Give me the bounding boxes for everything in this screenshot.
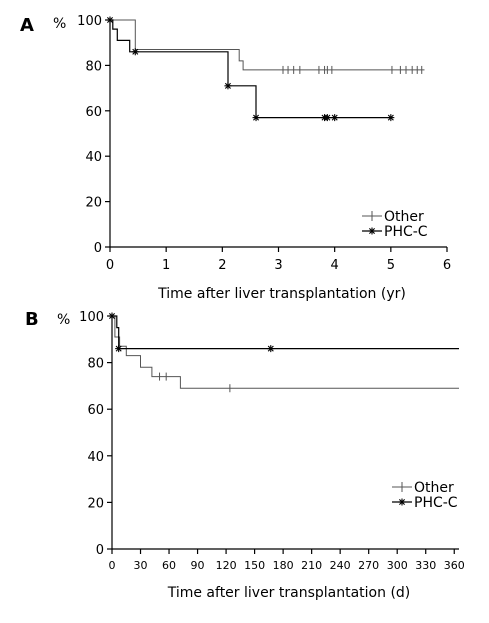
panel-b-legend: Other PHC-C bbox=[392, 480, 458, 511]
event-marker-phc-c bbox=[267, 345, 275, 353]
x-tick-label: 150 bbox=[244, 559, 265, 572]
y-tick-label: 0 bbox=[94, 241, 102, 256]
curve-other bbox=[110, 19, 425, 71]
legend-a-other-label: Other bbox=[384, 209, 424, 225]
x-tick-label: 0 bbox=[106, 258, 114, 273]
x-tick-label: 0 bbox=[109, 559, 116, 572]
x-tick-label: 2 bbox=[218, 258, 226, 273]
legend-b-other-label: Other bbox=[414, 480, 454, 496]
x-tick-label: 120 bbox=[216, 559, 237, 572]
panel-a-legend: Other PHC-C bbox=[362, 209, 428, 240]
censor-mark-phc-c bbox=[323, 114, 331, 122]
panel-b-x-axis-title: Time after liver transplantation (d) bbox=[167, 585, 411, 601]
y-tick-label: 40 bbox=[87, 450, 104, 465]
y-tick-label: 80 bbox=[85, 59, 102, 74]
x-tick-label: 240 bbox=[330, 559, 351, 572]
y-tick-label: 0 bbox=[96, 543, 104, 558]
event-marker-phc-c bbox=[108, 312, 116, 320]
panel-a-x-axis-title: Time after liver transplantation (yr) bbox=[157, 286, 406, 302]
x-tick-label: 60 bbox=[162, 559, 176, 572]
panel-a-y-unit: % bbox=[53, 16, 66, 32]
curve-phc-c bbox=[112, 315, 459, 350]
x-tick-label: 30 bbox=[134, 559, 148, 572]
panel-b-label: B bbox=[25, 309, 39, 330]
x-tick-label: 3 bbox=[274, 258, 282, 273]
x-tick-label: 210 bbox=[301, 559, 322, 572]
panel-a-label: A bbox=[20, 15, 34, 36]
y-tick-label: 60 bbox=[87, 403, 104, 418]
y-tick-label: 100 bbox=[77, 14, 102, 29]
x-tick-label: 180 bbox=[273, 559, 294, 572]
event-marker-phc-c bbox=[224, 82, 232, 90]
legend-b-phcc-marker bbox=[398, 498, 406, 506]
x-tick-label: 5 bbox=[387, 258, 395, 273]
x-tick-label: 4 bbox=[331, 258, 339, 273]
y-tick-label: 80 bbox=[87, 357, 104, 372]
x-tick-label: 330 bbox=[415, 559, 436, 572]
event-marker-phc-c bbox=[115, 345, 123, 353]
y-tick-label: 100 bbox=[79, 310, 104, 325]
x-tick-label: 6 bbox=[443, 258, 451, 273]
x-tick-label: 1 bbox=[162, 258, 170, 273]
x-tick-label: 90 bbox=[191, 559, 205, 572]
x-tick-label: 360 bbox=[444, 559, 465, 572]
y-tick-label: 40 bbox=[85, 150, 102, 165]
legend-a-phcc-marker bbox=[368, 227, 376, 235]
x-tick-label: 270 bbox=[358, 559, 379, 572]
event-marker-phc-c bbox=[131, 48, 139, 56]
y-tick-label: 20 bbox=[87, 496, 104, 511]
y-tick-label: 60 bbox=[85, 105, 102, 120]
y-tick-label: 20 bbox=[85, 196, 102, 211]
curve-other bbox=[112, 315, 459, 389]
panel-b: B % 0 30 60 90 120 150 180 210 240 270 300 330 360 0 2… bbox=[25, 309, 465, 601]
censor-mark-phc-c bbox=[331, 114, 339, 122]
panel-b-y-unit: % bbox=[57, 312, 70, 328]
censor-mark-phc-c bbox=[387, 114, 395, 122]
curve-phc-c bbox=[110, 19, 391, 119]
legend-a-phcc-label: PHC-C bbox=[384, 224, 428, 240]
event-marker-phc-c bbox=[252, 114, 260, 122]
x-tick-label: 300 bbox=[387, 559, 408, 572]
event-marker-phc-c bbox=[106, 16, 114, 24]
legend-b-phcc-label: PHC-C bbox=[414, 495, 458, 511]
